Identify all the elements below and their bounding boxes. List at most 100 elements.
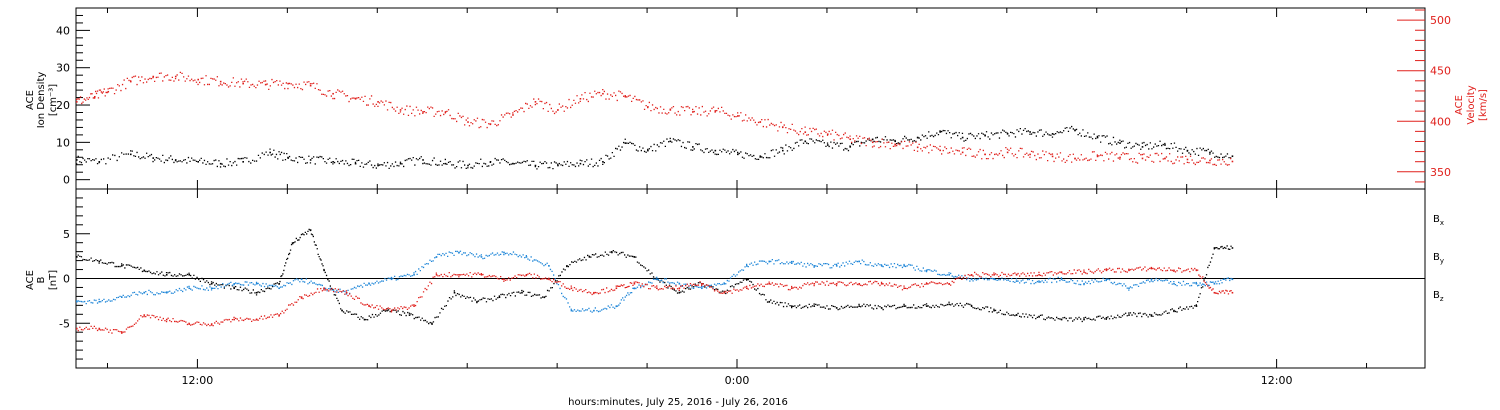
by-point xyxy=(1195,282,1198,285)
bx-point xyxy=(341,309,343,312)
density-tick-label: 30 xyxy=(56,62,70,75)
by-point xyxy=(790,262,793,264)
velocity-point xyxy=(871,141,874,144)
bx-point xyxy=(309,229,312,231)
bx-point xyxy=(746,278,748,281)
bz-point xyxy=(903,287,905,290)
bx-point xyxy=(233,287,235,290)
bz-point xyxy=(593,291,595,294)
density-point xyxy=(1051,133,1054,135)
bz-point xyxy=(210,323,213,325)
velocity-point xyxy=(399,109,402,111)
density-point xyxy=(1186,149,1189,152)
x-axis-label: hours:minutes, July 25, 2016 - July 26, … xyxy=(568,397,788,408)
by-point xyxy=(970,278,973,281)
bx-point xyxy=(431,323,433,325)
velocity-point xyxy=(197,78,200,81)
velocity-point xyxy=(1141,157,1144,160)
tick-labels: 12:00 0:00 12:00 0 10 20 30 40 350 400 450 500 -5 0 5 xyxy=(56,14,1451,387)
x-tick-label: 0:00 xyxy=(725,374,750,387)
bx-point xyxy=(1105,316,1108,319)
bz-point xyxy=(813,282,816,285)
velocity-point xyxy=(1186,158,1189,161)
velocity-tick-label: 400 xyxy=(1430,115,1451,128)
by-point xyxy=(880,265,883,267)
density-point xyxy=(804,140,807,143)
velocity-series xyxy=(76,71,1234,166)
velocity-point xyxy=(467,121,469,123)
density-point xyxy=(871,138,874,141)
by-point xyxy=(188,287,191,290)
bz-point xyxy=(435,274,438,276)
velocity-tick-label: 450 xyxy=(1430,65,1451,78)
by-point xyxy=(1083,282,1085,285)
bz-point xyxy=(233,318,235,321)
velocity-point xyxy=(174,75,177,78)
bx-point xyxy=(903,305,905,307)
bz-point xyxy=(548,278,550,281)
velocity-point xyxy=(894,143,896,146)
velocity-point xyxy=(1096,155,1099,158)
bx-points xyxy=(76,228,1232,325)
density-point xyxy=(422,159,424,161)
bx-point xyxy=(255,291,258,294)
bx-point xyxy=(925,305,928,307)
by-point xyxy=(858,260,861,263)
bx-point xyxy=(363,318,366,321)
bx-point xyxy=(1173,309,1175,312)
bz-point xyxy=(255,318,258,321)
bz-point xyxy=(1150,267,1153,270)
bz-point xyxy=(390,309,393,312)
density-point xyxy=(174,159,177,161)
bz-point xyxy=(993,274,995,276)
velocity-point xyxy=(939,149,941,152)
bx-point xyxy=(1150,314,1153,316)
by-point xyxy=(593,309,595,312)
bz-point xyxy=(768,282,771,285)
by-point xyxy=(746,265,748,267)
bx-point xyxy=(521,291,523,294)
density-point xyxy=(1164,144,1166,146)
by-point xyxy=(548,265,550,267)
by-point xyxy=(1173,282,1175,285)
by-series xyxy=(76,250,1234,313)
velocity-ylabel-line3: [km/s] xyxy=(1478,89,1489,121)
by-point xyxy=(570,309,573,312)
bx-point xyxy=(278,282,280,285)
by-point xyxy=(480,256,483,258)
by-point xyxy=(120,296,123,298)
bz-point xyxy=(345,291,348,294)
velocity-point xyxy=(669,109,672,111)
density-point xyxy=(714,149,717,152)
velocity-point xyxy=(714,110,717,112)
b-tick-label: -5 xyxy=(59,317,70,330)
density-point xyxy=(269,151,271,154)
bx-point xyxy=(970,305,973,307)
bx-point xyxy=(790,305,793,307)
bx-point xyxy=(188,274,191,276)
velocity-point xyxy=(129,80,132,83)
by-point xyxy=(1038,281,1040,283)
bz-point xyxy=(458,274,460,276)
bx-point xyxy=(948,303,950,306)
density-point xyxy=(759,155,762,158)
velocity-point xyxy=(1209,159,1211,162)
density-point xyxy=(242,161,244,163)
bz-point xyxy=(570,287,573,290)
bx-point xyxy=(543,296,546,298)
legend-bx: Bx xyxy=(1433,214,1444,227)
bx-point xyxy=(453,291,456,294)
density-point xyxy=(1096,136,1099,139)
velocity-point xyxy=(692,111,694,113)
density-ylabel-line1: ACE xyxy=(25,90,36,110)
bz-point xyxy=(525,274,528,276)
velocity-point xyxy=(332,92,334,95)
by-point xyxy=(435,256,438,258)
by-point xyxy=(768,260,771,263)
density-point xyxy=(826,144,829,146)
b-tick-label: 5 xyxy=(63,228,70,241)
bx-point xyxy=(210,282,213,285)
by-point xyxy=(1015,280,1018,282)
density-point xyxy=(287,157,289,159)
